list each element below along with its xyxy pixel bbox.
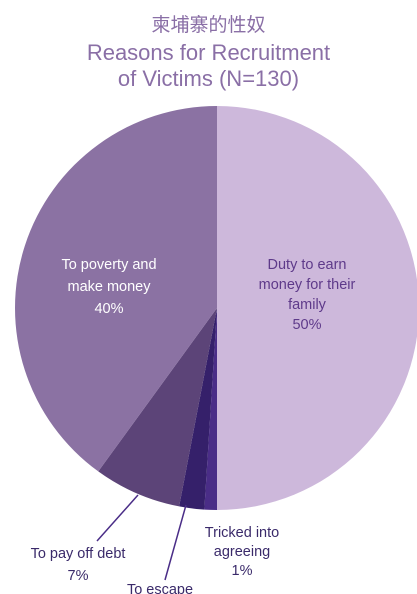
slice-label-3-line-1: 7%	[68, 568, 89, 584]
slice-label-4-line-2: 40%	[94, 301, 123, 317]
slice-label-1-line-0: Tricked into	[205, 525, 279, 541]
leader-line-3	[96, 494, 139, 542]
chart-title-chinese: 柬埔寨的性奴	[151, 15, 266, 36]
slice-label-1-line-2: 1%	[232, 563, 253, 579]
pie-slice-0	[217, 106, 417, 510]
leader-line-2	[164, 504, 187, 581]
pie-slice-1	[204, 308, 217, 510]
pie-slice-4	[15, 106, 217, 472]
slice-label-0-line-1: money for their	[259, 277, 356, 293]
chart-title-line-1: Reasons for Recruitment	[86, 40, 331, 65]
slice-label-1-line-1: agreeing	[214, 544, 270, 560]
chart-title-line-2: of Victims (N=130)	[117, 66, 300, 91]
slice-label-0-line-2: family	[288, 297, 327, 313]
slice-label-4-line-1: make money	[67, 279, 151, 295]
slice-label-0-line-3: 50%	[292, 317, 321, 333]
pie-slice-2	[179, 308, 217, 510]
pie-slice-3	[98, 308, 217, 507]
slice-label-4-line-0: To poverty and	[61, 257, 156, 273]
slice-label-0-line-0: Duty to earn	[268, 257, 347, 273]
slice-label-3-line-0: To pay off debt	[31, 546, 126, 562]
slice-label-2-line-0: To escape	[127, 582, 193, 594]
